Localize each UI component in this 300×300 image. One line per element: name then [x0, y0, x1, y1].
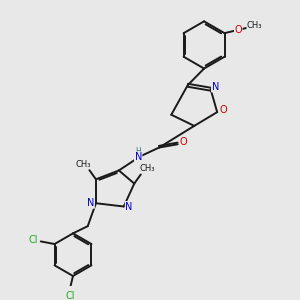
Text: CH₃: CH₃ — [140, 164, 155, 173]
Text: Cl: Cl — [29, 235, 38, 245]
Text: O: O — [219, 106, 227, 116]
Text: O: O — [179, 137, 187, 147]
Text: CH₃: CH₃ — [247, 21, 262, 30]
Text: N: N — [212, 82, 219, 92]
Text: N: N — [87, 198, 94, 208]
Text: O: O — [235, 25, 242, 35]
Text: N: N — [134, 152, 142, 162]
Text: CH₃: CH₃ — [75, 160, 91, 169]
Text: N: N — [125, 202, 133, 212]
Text: Cl: Cl — [66, 291, 75, 300]
Text: H: H — [136, 147, 141, 156]
